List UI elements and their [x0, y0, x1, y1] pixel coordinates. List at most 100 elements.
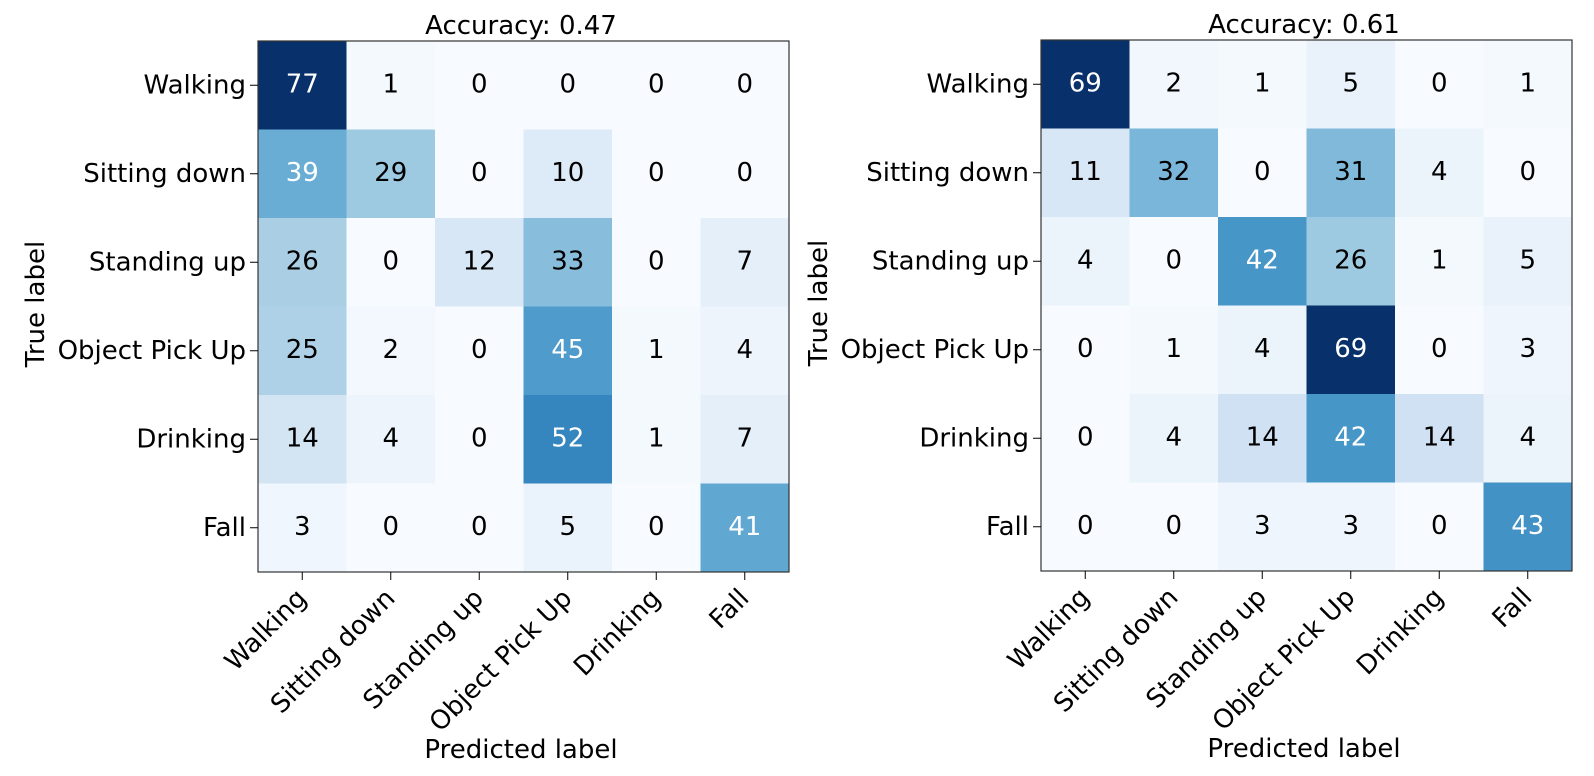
heatmap-cell [1218, 482, 1307, 572]
y-tick-label: Sitting down [83, 159, 246, 189]
heatmap-cell [612, 41, 701, 130]
heatmap-cell [1218, 217, 1307, 306]
cell-value-label: 42 [1246, 245, 1279, 275]
heatmap-cell [346, 395, 436, 484]
cell-value-label: 14 [1246, 422, 1279, 452]
heatmap-cell [435, 395, 524, 484]
heatmap-cell [1483, 40, 1573, 129]
heatmap-cell [1129, 394, 1219, 483]
cell-value-label: 0 [559, 69, 576, 99]
y-tick-label: Fall [203, 513, 246, 543]
heatmap-cell [1483, 305, 1573, 395]
cell-value-label: 0 [1431, 68, 1448, 98]
cell-value-label: 11 [1069, 157, 1102, 187]
heatmap-cell [258, 218, 347, 307]
heatmap-cell [1483, 217, 1573, 306]
heatmap-cell [1306, 305, 1396, 395]
heatmap-cell [346, 483, 436, 573]
heatmap-cell [1041, 482, 1130, 572]
cell-value-label: 0 [736, 69, 753, 99]
cell-value-label: 41 [728, 512, 761, 542]
heatmap-cell [1129, 305, 1219, 395]
heatmap-cell [1306, 394, 1396, 483]
heatmap-cell [435, 218, 524, 307]
heatmap-cell [1306, 482, 1396, 572]
cell-value-label: 3 [1519, 334, 1536, 364]
y-tick-label: Standing up [872, 246, 1029, 276]
cell-value-label: 0 [648, 69, 665, 99]
heatmap-cell [1218, 40, 1307, 129]
y-tick-label: Walking [144, 70, 246, 100]
cell-value-label: 4 [1077, 245, 1094, 275]
heatmap-cell [258, 306, 347, 396]
cell-value-label: 4 [382, 423, 399, 453]
y-axis-label: True label [21, 241, 51, 368]
heatmap-cell [1218, 128, 1307, 218]
cell-value-label: 1 [1519, 68, 1536, 98]
heatmap-cell [258, 483, 347, 573]
heatmap-cell [1306, 128, 1396, 218]
heatmap-cell [1041, 40, 1130, 129]
cell-value-label: 4 [736, 335, 753, 365]
cell-value-label: 0 [382, 512, 399, 542]
heatmap-cell [523, 218, 613, 307]
cell-value-label: 1 [1431, 245, 1448, 275]
heatmap-cell [1395, 482, 1484, 572]
y-tick-label: Fall [986, 512, 1029, 542]
cell-value-label: 0 [471, 423, 488, 453]
heatmap-cell [523, 129, 613, 219]
cell-value-label: 1 [382, 69, 399, 99]
heatmap-cell [523, 41, 613, 130]
cell-value-label: 33 [551, 246, 584, 276]
heatmap-cell [1395, 128, 1484, 218]
heatmap-cell [1129, 40, 1219, 129]
heatmap-cell [1129, 217, 1219, 306]
cell-value-label: 0 [1519, 157, 1536, 187]
cell-value-label: 4 [1431, 157, 1448, 187]
cell-value-label: 1 [648, 423, 665, 453]
cell-value-label: 1 [1254, 68, 1271, 98]
heatmap-cell [1483, 128, 1573, 218]
cell-value-label: 3 [294, 512, 311, 542]
cell-value-label: 0 [1077, 334, 1094, 364]
cell-value-label: 0 [471, 158, 488, 188]
cell-value-label: 2 [382, 335, 399, 365]
heatmap-cell [1395, 40, 1484, 129]
heatmap-cell [1129, 482, 1219, 572]
heatmap-cell [612, 218, 701, 307]
plot-frame [1040, 39, 1573, 572]
cell-value-label: 0 [1077, 422, 1094, 452]
heatmap-cell [435, 306, 524, 396]
confusion-matrix-right: 69 2 1 5 0 111 32 0 31 4 04 0 42 26 1 50 1 4 69 0 30 4 14 42 14 4… [804, 10, 1573, 764]
cell-value-label: 7 [736, 423, 753, 453]
cell-value-label: 0 [1431, 334, 1448, 364]
heatmap-cell [1041, 305, 1130, 395]
cell-value-label: 5 [1519, 245, 1536, 275]
cell-value-label: 0 [1431, 511, 1448, 541]
x-tick-label: Drinking [1351, 582, 1450, 681]
heatmap-cell [346, 41, 436, 130]
heatmap-cell [435, 129, 524, 219]
heatmap-cell [700, 395, 790, 484]
heatmap-cell [1129, 128, 1219, 218]
cell-value-label: 0 [1165, 245, 1182, 275]
heatmap-cell [1483, 394, 1573, 483]
cell-value-label: 1 [1165, 334, 1182, 364]
cell-value-label: 0 [648, 512, 665, 542]
cell-value-label: 14 [1423, 422, 1456, 452]
x-tick-label: Walking [219, 583, 313, 677]
heatmap-cell [1218, 305, 1307, 395]
heatmap-cell [435, 483, 524, 573]
cell-value-label: 39 [286, 158, 319, 188]
heatmap-cell [700, 129, 790, 219]
cell-value-label: 2 [1165, 68, 1182, 98]
cell-value-label: 43 [1511, 511, 1544, 541]
heatmap-cell [700, 483, 790, 573]
cell-value-label: 4 [1165, 422, 1182, 452]
y-axis-label: True label [804, 240, 834, 367]
heatmap-cell [346, 129, 436, 219]
y-tick-label: Walking [927, 69, 1029, 99]
heatmap-cell [523, 306, 613, 396]
cell-value-label: 0 [1254, 157, 1271, 187]
